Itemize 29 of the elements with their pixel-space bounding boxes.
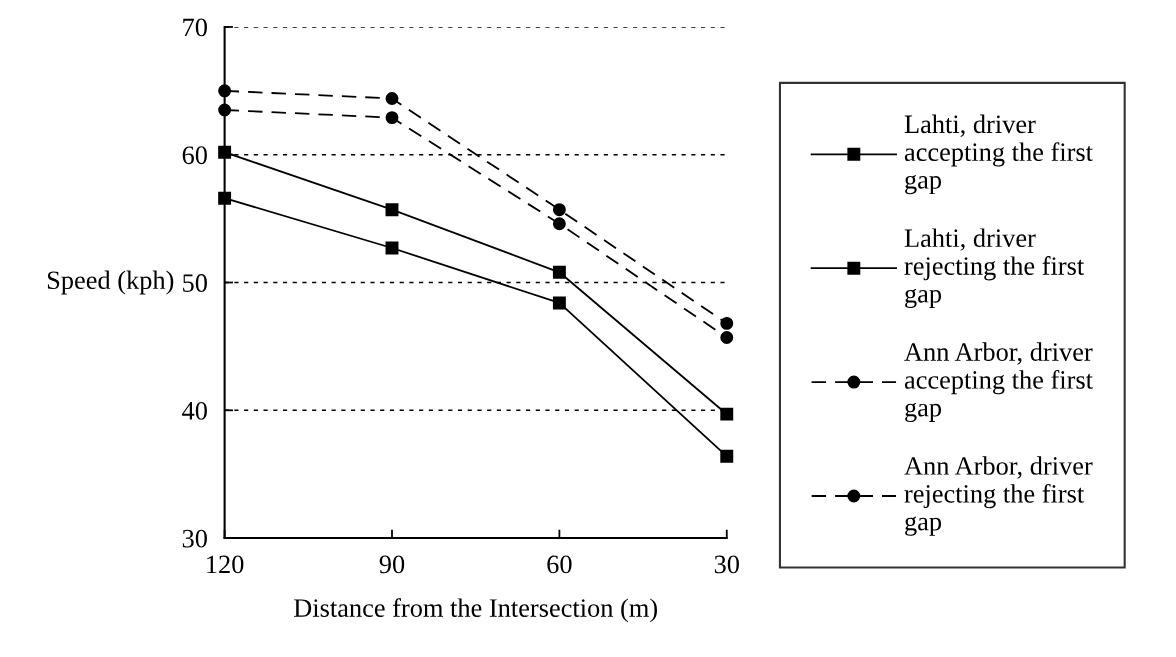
y-tick-label: 50 bbox=[183, 274, 207, 292]
x-tick-label: 90 bbox=[379, 555, 405, 574]
point bbox=[552, 296, 566, 310]
point bbox=[385, 203, 399, 217]
y-tick-label: 60 bbox=[182, 146, 207, 165]
point bbox=[218, 103, 232, 117]
y-tick-label: 40 bbox=[182, 401, 207, 420]
legend-label: Lahti, driver accepting the first gap bbox=[904, 114, 1093, 195]
point bbox=[720, 449, 734, 463]
legend-label: Lahti, driver rejecting the first gap bbox=[904, 228, 1085, 309]
point bbox=[385, 111, 399, 125]
point bbox=[218, 191, 232, 205]
y-axis-title: Speed (kph) bbox=[47, 270, 174, 295]
y-tick-label: 70 bbox=[183, 18, 207, 37]
point bbox=[218, 84, 232, 98]
point bbox=[552, 265, 566, 279]
point bbox=[552, 203, 566, 217]
legend-label: Ann Arbor, driver rejecting the first gap bbox=[904, 456, 1093, 536]
point bbox=[552, 217, 566, 231]
point bbox=[720, 316, 734, 330]
legend-label: Ann Arbor, driver accepting the first gap bbox=[904, 342, 1093, 422]
point bbox=[720, 330, 734, 344]
point bbox=[385, 92, 399, 105]
point bbox=[720, 407, 734, 421]
y-tick-label: 30 bbox=[182, 529, 207, 548]
x-tick-label: 120 bbox=[207, 555, 244, 574]
x-tick-label: 60 bbox=[547, 555, 572, 574]
x-axis-title: Distance from the Intersection (m) bbox=[293, 598, 657, 623]
x-tick-label: 30 bbox=[714, 555, 739, 574]
